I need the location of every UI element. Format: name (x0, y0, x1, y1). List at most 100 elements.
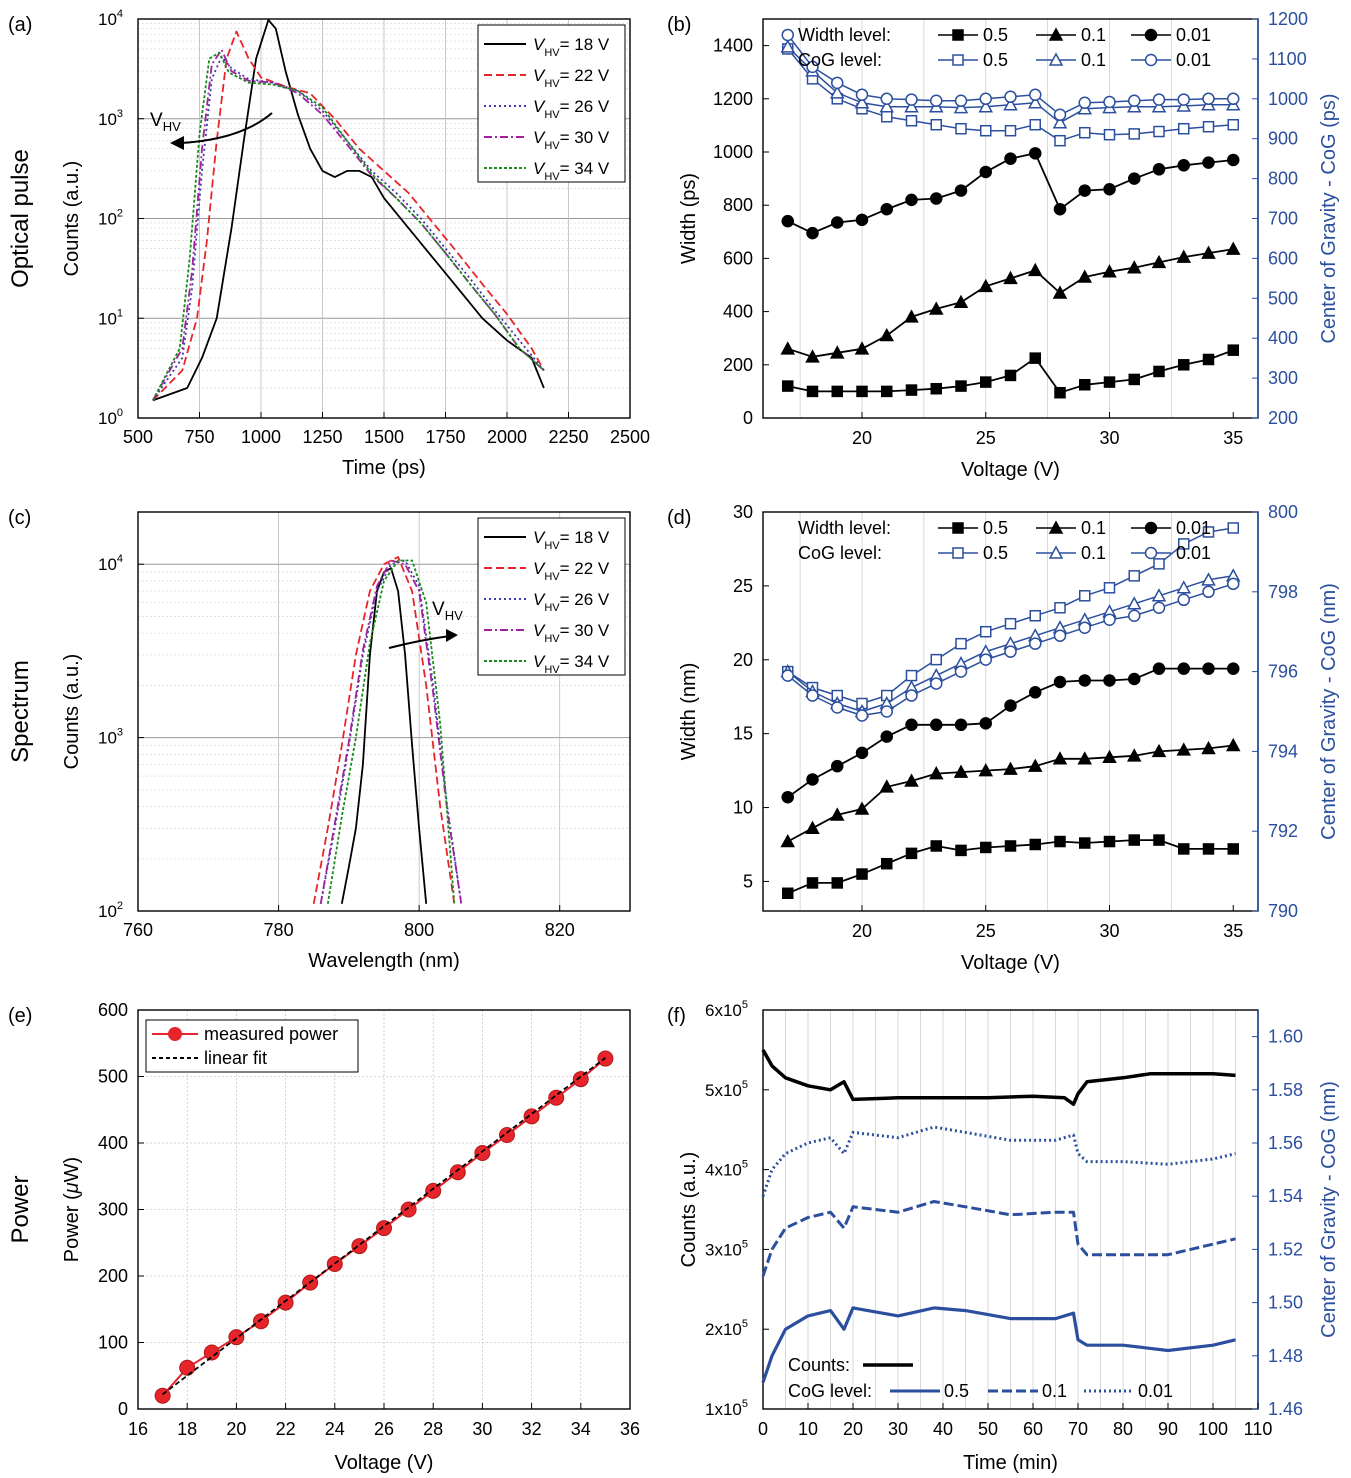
cog-point (1153, 125, 1165, 138)
width-point (1029, 147, 1042, 160)
cog-point (1029, 118, 1041, 131)
legend-marker (952, 547, 964, 559)
arrow-label: VHV (432, 599, 463, 623)
x-axis-label: Voltage (V) (961, 459, 1060, 481)
legend-marker (168, 1027, 182, 1041)
width-point (831, 385, 843, 398)
x-tick-label: 25 (976, 921, 996, 941)
width-point (954, 718, 968, 732)
x-tick-label: 100 (1198, 1419, 1228, 1439)
width-point (930, 382, 942, 395)
cog-point (806, 60, 819, 74)
y2-tick-label: 1.50 (1268, 1293, 1303, 1313)
y-tick-label-base: 10 (98, 210, 117, 229)
y-tick-label-exp: 0 (117, 407, 123, 419)
x-tick-label: 60 (1023, 1419, 1043, 1439)
width-point (928, 301, 944, 315)
series-line-18V (152, 18, 545, 402)
row-label: Power (7, 1175, 34, 1243)
legend-entry: VHV= 18 V (533, 528, 610, 552)
cog-point (1027, 95, 1043, 109)
panel-label: (a) (8, 14, 32, 36)
cog-point (879, 99, 895, 113)
y-tick-label: 200 (723, 355, 753, 375)
y2-tick-label: 200 (1268, 408, 1298, 428)
width-point (881, 857, 893, 870)
legend-entry-rest: = 26 V (560, 97, 610, 116)
width-point (1152, 662, 1166, 675)
width-point (855, 746, 869, 760)
cog-point (1103, 95, 1116, 109)
width-point (1153, 834, 1165, 846)
cog-point (1151, 588, 1167, 602)
series-line-34V (326, 559, 456, 904)
x-tick-label: 800 (404, 920, 434, 940)
legend-entry: VHV= 22 V (533, 66, 610, 90)
series-line-30V (319, 559, 463, 904)
legend-cog-level: 0.1 (1081, 543, 1106, 563)
width-point (980, 376, 992, 388)
y-axis-label: Width (nm) (678, 663, 700, 761)
cog-point (1103, 613, 1116, 626)
width-point (1201, 740, 1216, 755)
x-tick-label: 2000 (487, 427, 527, 447)
width-point (979, 717, 992, 730)
width-point (1227, 344, 1239, 356)
width-point (978, 278, 994, 293)
x-tick-label: 80 (1113, 1419, 1133, 1439)
arrow (388, 635, 451, 649)
width-point (854, 801, 870, 815)
cog-point (1128, 609, 1141, 622)
x-axis-label: Time (ps) (342, 457, 426, 479)
y-tick-label-base: 5x10 (705, 1081, 742, 1100)
y-tick-label: 103 (98, 108, 123, 129)
width-point (1077, 269, 1093, 283)
power-point (474, 1144, 491, 1161)
legend-entry: measured power (204, 1024, 338, 1044)
cog-point (954, 665, 968, 678)
width-point (930, 192, 943, 205)
power-point (548, 1089, 565, 1106)
arrow-label: VHV (150, 110, 181, 134)
y-tick-label-exp: 4 (117, 8, 123, 20)
y2-tick-label: 798 (1268, 582, 1298, 602)
width-point (1053, 202, 1067, 216)
width-point (1027, 758, 1043, 772)
width-point (1029, 838, 1041, 851)
width-point (905, 193, 918, 207)
y-axis-label-part: W) (61, 1157, 83, 1183)
width-point (1003, 761, 1018, 775)
cog-point (978, 99, 994, 113)
y-tick-label: 500 (98, 1067, 128, 1087)
cog-point (781, 28, 794, 42)
legend-entry-sub: HV (544, 664, 560, 676)
series-line-0.01 (761, 1125, 1236, 1197)
y-tick-label-exp: 5 (742, 1398, 748, 1410)
y2-tick-label: 1000 (1268, 89, 1308, 109)
arrow-head (446, 629, 458, 642)
cog-point (1202, 585, 1215, 599)
legend-entry-sub: HV (544, 47, 560, 59)
y2-tick-label: 1.60 (1268, 1027, 1303, 1047)
legend-box (477, 517, 626, 676)
y-tick-label-exp: 2 (117, 900, 123, 912)
cog-point (1054, 134, 1066, 147)
y-axis-label-part: μ (61, 1182, 83, 1194)
y-tick-label-exp: 3 (117, 727, 123, 739)
arrow-head (170, 136, 184, 150)
width-point (1054, 386, 1066, 399)
width-point (955, 380, 967, 392)
x-tick-label: 760 (123, 920, 153, 940)
y-tick-label: 300 (98, 1200, 128, 1220)
legend-box (145, 1019, 359, 1073)
width-point (1152, 163, 1166, 176)
width-point (1077, 751, 1093, 765)
y2-tick-label: 300 (1268, 368, 1298, 388)
cog-point (930, 94, 943, 108)
x-tick-label: 30 (888, 1419, 908, 1439)
width-point (1202, 843, 1215, 855)
width-point (1225, 737, 1241, 752)
width-point (1178, 843, 1190, 855)
y2-tick-label: 1200 (1268, 9, 1308, 29)
